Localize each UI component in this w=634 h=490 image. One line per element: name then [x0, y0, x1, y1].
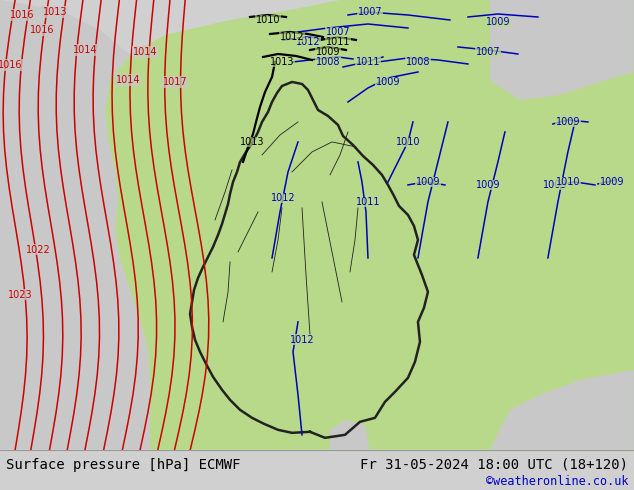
Text: 1014: 1014: [133, 47, 157, 57]
Text: 1009: 1009: [476, 180, 500, 190]
Text: 1007: 1007: [358, 7, 382, 17]
Text: 1009: 1009: [416, 177, 440, 187]
Polygon shape: [490, 370, 634, 450]
Text: 1009: 1009: [316, 47, 340, 57]
Text: 1010: 1010: [396, 137, 420, 147]
Text: 1009: 1009: [543, 180, 567, 190]
Text: 1012: 1012: [280, 32, 304, 42]
Text: 1009: 1009: [555, 117, 580, 127]
Text: 1023: 1023: [8, 290, 32, 300]
Text: 1007: 1007: [476, 47, 500, 57]
Polygon shape: [330, 420, 370, 450]
Text: 1013: 1013: [240, 137, 264, 147]
Text: 1016: 1016: [10, 10, 34, 20]
Text: 1013: 1013: [269, 57, 294, 67]
Text: 1016: 1016: [0, 60, 22, 70]
Text: 1010: 1010: [555, 177, 580, 187]
Polygon shape: [490, 0, 634, 100]
Text: 1014: 1014: [73, 45, 98, 55]
Polygon shape: [105, 0, 634, 450]
Polygon shape: [0, 0, 150, 450]
Text: 1008: 1008: [406, 57, 430, 67]
Text: 1011: 1011: [356, 197, 380, 207]
Text: 1008: 1008: [316, 57, 340, 67]
Text: 1011: 1011: [356, 57, 380, 67]
Text: Fr 31-05-2024 18:00 UTC (18+120): Fr 31-05-2024 18:00 UTC (18+120): [360, 458, 628, 472]
Text: 1022: 1022: [26, 245, 51, 255]
Text: 1012: 1012: [295, 37, 320, 47]
Text: 1013: 1013: [43, 7, 67, 17]
Text: 1009: 1009: [600, 177, 624, 187]
Text: 1014: 1014: [116, 75, 140, 85]
Text: 1007: 1007: [326, 27, 351, 37]
Text: 1012: 1012: [271, 193, 295, 203]
Text: 1009: 1009: [376, 77, 400, 87]
Text: 1011: 1011: [326, 37, 350, 47]
Text: ©weatheronline.co.uk: ©weatheronline.co.uk: [486, 475, 628, 489]
Text: 1017: 1017: [163, 77, 188, 87]
Text: 1012: 1012: [290, 335, 314, 345]
Text: 1016: 1016: [30, 25, 55, 35]
Text: 1010: 1010: [256, 15, 280, 25]
Text: 1009: 1009: [486, 17, 510, 27]
Text: Surface pressure [hPa] ECMWF: Surface pressure [hPa] ECMWF: [6, 458, 240, 472]
